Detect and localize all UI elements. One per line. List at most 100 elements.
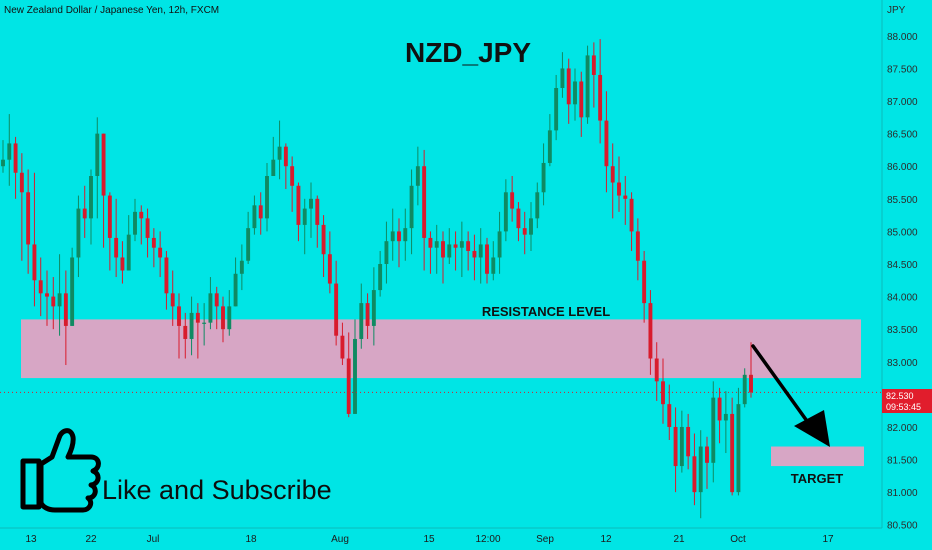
candle-86 (541, 143, 546, 206)
candle-68 (428, 231, 433, 274)
candle-53 (334, 260, 339, 346)
candle-113 (711, 381, 716, 483)
candle-76 (478, 228, 483, 284)
candle-38 (239, 244, 244, 291)
candle-102 (642, 250, 647, 323)
time-tick-6: 12:00 (475, 534, 500, 545)
candle-46 (290, 156, 295, 212)
candle-95 (598, 39, 603, 144)
candle-66 (415, 146, 420, 206)
price-tick-12: 86.500 (887, 130, 918, 141)
candle-25 (158, 231, 163, 278)
candle-83 (522, 211, 527, 255)
candle-2 (13, 136, 18, 199)
time-tick-11: 17 (822, 534, 834, 545)
candle-52 (327, 231, 332, 294)
price-tick-8: 84.500 (887, 260, 918, 271)
candle-39 (246, 211, 251, 264)
candle-108 (679, 410, 684, 473)
candle-80 (503, 179, 508, 242)
candle-118 (742, 368, 747, 408)
candle-114 (717, 387, 722, 444)
candle-32 (202, 303, 207, 346)
candle-27 (170, 270, 175, 326)
candle-73 (459, 221, 464, 278)
candle-91 (573, 68, 577, 121)
like-and-subscribe-text[interactable]: Like and Subscribe (102, 475, 332, 505)
resistance-level-label: RESISTANCE LEVEL (482, 304, 610, 319)
candle-96 (604, 91, 609, 193)
candle-107 (673, 407, 678, 493)
candle-47 (296, 182, 301, 242)
candle-11 (70, 247, 75, 326)
thumbs-up-icon[interactable] (20, 428, 101, 513)
candle-99 (623, 176, 628, 225)
candle-28 (177, 293, 181, 359)
candle-58 (365, 293, 370, 339)
candle-49 (309, 182, 313, 238)
last-price-tag: 82.530 09:53:45 (882, 389, 932, 413)
candle-31 (195, 303, 200, 359)
target-zone (771, 446, 864, 467)
candle-29 (183, 312, 188, 359)
candle-115 (723, 391, 728, 454)
candle-79 (497, 211, 502, 274)
symbol-description: New Zealand Dollar / Japanese Yen, 12h, … (4, 5, 219, 16)
time-tick-5: 15 (423, 534, 435, 545)
price-tick-2: 81.500 (887, 456, 918, 467)
candle-20 (126, 215, 131, 271)
candle-69 (434, 224, 439, 274)
candle-5 (32, 172, 37, 307)
candle-63 (397, 218, 401, 268)
candle-12 (76, 195, 81, 278)
candle-16 (101, 133, 106, 248)
candle-30 (189, 296, 194, 356)
time-tick-7: Sep (536, 534, 554, 545)
candle-117 (736, 387, 741, 496)
candle-77 (485, 237, 489, 284)
candle-57 (359, 283, 364, 349)
candle-112 (705, 436, 709, 489)
candle-3 (19, 153, 24, 261)
candle-101 (635, 218, 640, 281)
candle-6 (38, 257, 43, 317)
bar-countdown: 09:53:45 (886, 402, 921, 412)
time-tick-0: 13 (25, 534, 37, 545)
time-tick-2: Jul (147, 534, 160, 545)
candle-0 (1, 140, 5, 173)
candle-60 (378, 250, 383, 297)
candle-50 (315, 195, 320, 248)
target-label: TARGET (791, 471, 844, 486)
candle-105 (661, 358, 665, 424)
candlestick-series (0, 39, 882, 519)
time-tick-1: 22 (85, 534, 97, 545)
candle-14 (89, 169, 93, 245)
candle-59 (371, 267, 376, 346)
candle-33 (208, 277, 213, 330)
candle-21 (133, 198, 137, 242)
candle-84 (529, 202, 533, 251)
candle-100 (629, 192, 634, 251)
price-tick-14: 87.500 (887, 64, 918, 75)
candle-44 (277, 120, 282, 180)
candle-75 (472, 234, 477, 281)
candle-19 (120, 241, 125, 284)
candle-70 (441, 231, 445, 284)
candle-24 (151, 228, 156, 268)
candle-94 (591, 42, 596, 108)
candle-41 (258, 192, 263, 235)
time-tick-9: 21 (673, 534, 685, 545)
price-tick-10: 85.500 (887, 195, 918, 206)
price-tick-6: 83.500 (887, 325, 918, 336)
candle-104 (654, 342, 659, 401)
candle-17 (107, 192, 112, 271)
candle-89 (560, 52, 565, 98)
candle-71 (447, 228, 452, 264)
candle-85 (535, 182, 540, 229)
candle-56 (353, 319, 357, 414)
candle-64 (403, 208, 408, 261)
candle-72 (453, 231, 458, 271)
candle-110 (692, 433, 697, 506)
